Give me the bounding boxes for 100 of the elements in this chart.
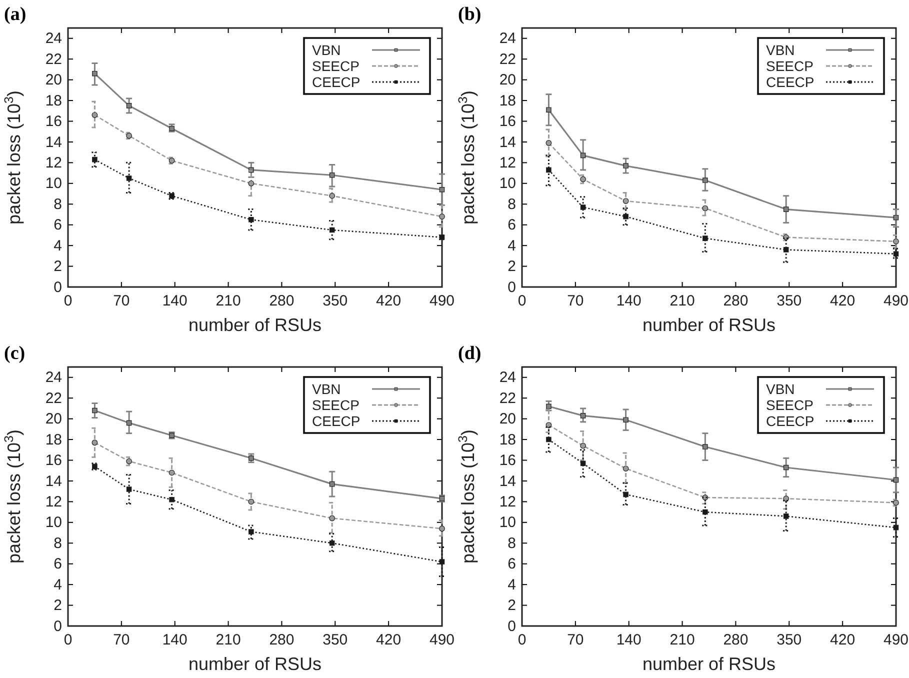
x-tick-label: 210 — [670, 632, 695, 649]
y-tick-label: 8 — [54, 534, 62, 552]
y-tick-label: 0 — [54, 278, 62, 296]
legend-label: SEECP — [766, 58, 814, 74]
y-tick-label: 22 — [499, 50, 516, 68]
point — [126, 420, 132, 426]
y-tick-label: 24 — [45, 30, 62, 48]
legend-label: CEECP — [766, 413, 814, 429]
y-tick-label: 16 — [45, 452, 62, 470]
point — [329, 172, 335, 178]
y-tick-label: 2 — [54, 597, 62, 614]
point — [126, 486, 132, 492]
point — [439, 559, 445, 564]
y-tick-label: 22 — [45, 390, 62, 407]
point — [580, 176, 586, 182]
point — [622, 466, 629, 472]
point — [893, 477, 899, 483]
point — [893, 214, 899, 220]
x-axis-title: number of RSUs — [642, 654, 776, 674]
x-tick-label: 70 — [567, 632, 584, 649]
point — [92, 112, 98, 118]
y-tick-label: 2 — [508, 597, 516, 614]
point — [168, 470, 175, 476]
point — [702, 205, 708, 212]
x-axis-title: number of RSUs — [642, 315, 776, 335]
y-tick-label: 24 — [499, 30, 516, 48]
point — [623, 417, 628, 422]
point — [439, 214, 445, 220]
chart-title: (d) — [458, 343, 482, 364]
y-tick-label: 0 — [508, 618, 516, 635]
legend-label: VBN — [766, 42, 795, 58]
x-tick-label: 280 — [723, 292, 748, 310]
point — [580, 152, 586, 158]
x-tick-label: 490 — [883, 292, 909, 310]
point — [248, 529, 254, 534]
y-tick-label: 22 — [499, 390, 516, 407]
point — [622, 198, 629, 204]
legend-label: VBN — [766, 381, 795, 397]
y-tick-label: 16 — [499, 113, 516, 130]
point — [546, 107, 552, 112]
point — [702, 178, 708, 183]
point — [169, 496, 174, 502]
point — [92, 408, 98, 414]
x-tick-label: 70 — [567, 292, 584, 310]
y-tick-label: 8 — [508, 196, 516, 213]
point — [783, 464, 789, 470]
y-tick-label: 4 — [54, 576, 62, 594]
y-tick-label: 18 — [499, 92, 516, 110]
x-tick-label: 490 — [429, 292, 455, 310]
y-tick-label: 10 — [499, 175, 516, 192]
y-tick-label: 20 — [45, 72, 62, 89]
x-tick-label: 350 — [776, 292, 802, 310]
point — [439, 526, 445, 532]
legend-label: CEECP — [312, 74, 360, 90]
x-tick-label: 420 — [830, 632, 856, 649]
y-tick-label: 10 — [499, 514, 516, 532]
y-tick-label: 18 — [45, 431, 62, 448]
y-tick-label: 12 — [45, 493, 62, 510]
x-tick-label: 490 — [429, 632, 455, 649]
point — [783, 206, 789, 212]
x-tick-label: 350 — [776, 632, 802, 649]
y-tick-label: 6 — [54, 556, 62, 573]
y-tick-label: 10 — [45, 514, 62, 532]
point — [546, 436, 552, 442]
x-tick-label: 420 — [376, 632, 402, 649]
point — [329, 540, 335, 546]
legend-label: VBN — [312, 42, 341, 58]
y-tick-label: 12 — [45, 154, 62, 172]
y-tick-label: 16 — [499, 452, 516, 470]
y-tick-label: 14 — [499, 472, 516, 490]
x-tick-label: 140 — [616, 632, 642, 649]
point — [329, 515, 336, 522]
x-tick-label: 490 — [883, 632, 909, 649]
legend-label: CEECP — [312, 413, 360, 429]
point — [546, 140, 552, 146]
chart-title: (c) — [4, 343, 26, 364]
x-tick-label: 350 — [322, 292, 348, 310]
point — [92, 156, 98, 162]
y-tick-label: 18 — [45, 92, 62, 110]
y-tick-label: 6 — [508, 216, 516, 234]
chart-title: (b) — [458, 4, 482, 25]
x-tick-label: 280 — [269, 632, 294, 649]
y-tick-label: 2 — [54, 258, 62, 276]
x-tick-label: 420 — [376, 292, 402, 310]
legend-label: VBN — [312, 381, 341, 397]
point — [580, 204, 586, 210]
x-tick-label: 70 — [113, 292, 130, 310]
point — [580, 413, 586, 418]
legend-label: SEECP — [766, 397, 814, 413]
point — [248, 498, 254, 505]
x-axis-title: number of RSUs — [188, 654, 322, 674]
y-tick-label: 16 — [45, 113, 62, 130]
point — [329, 227, 335, 233]
y-tick-label: 20 — [499, 72, 516, 89]
x-tick-label: 280 — [269, 292, 294, 310]
point — [126, 176, 132, 181]
point — [623, 163, 628, 168]
x-tick-label: 210 — [216, 632, 241, 649]
x-tick-label: 210 — [670, 292, 695, 310]
y-tick-label: 2 — [508, 258, 516, 276]
